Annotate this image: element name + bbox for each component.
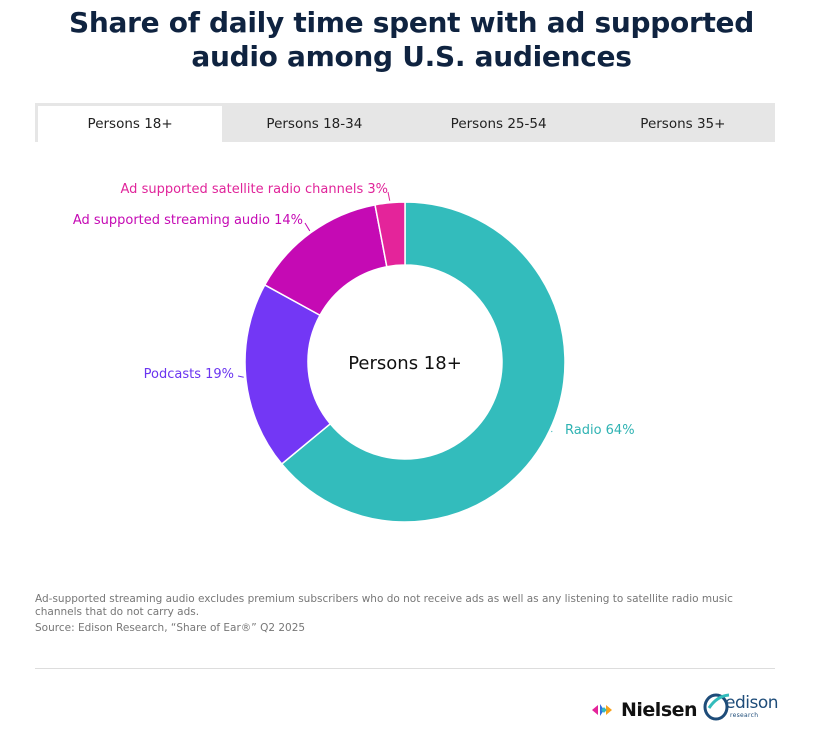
title-line-1: Share of daily time spent with ad suppor… (69, 6, 754, 39)
nielsen-logo: Nielsen (591, 697, 698, 723)
donut-slice-3[interactable] (374, 201, 406, 268)
tab-persons-35-plus[interactable]: Persons 35+ (640, 116, 726, 132)
tab-persons-25-54[interactable]: Persons 25-54 (450, 116, 547, 132)
donut-slice-0[interactable] (280, 201, 566, 523)
leader-line-2 (304, 222, 311, 232)
nielsen-mark-icon (592, 704, 612, 716)
edison-logo-subtext: research (730, 712, 759, 719)
edison-research-logo: edison research (703, 690, 779, 724)
slice-label-3: Ad supported satellite radio channels 3% (121, 182, 388, 197)
leader-line-3 (387, 191, 391, 201)
tab-persons-18-34[interactable]: Persons 18-34 (266, 116, 363, 132)
footer-divider (35, 668, 775, 669)
slice-label-1: Podcasts 19% (144, 367, 234, 382)
tab-persons-18-plus[interactable]: Persons 18+ (38, 106, 223, 142)
slice-label-2: Ad supported streaming audio 14% (73, 213, 303, 228)
chart-title: Share of daily time spent with ad suppor… (0, 6, 823, 74)
title-line-2: audio among U.S. audiences (191, 40, 632, 73)
edison-mark-icon (703, 693, 730, 721)
slice-label-0: Radio 64% (565, 423, 635, 438)
donut-chart: Radio 64% Podcasts 19% Ad supported stream… (0, 150, 823, 570)
source-note: Source: Edison Research, “Share of Ear®”… (35, 622, 306, 634)
footnote: Ad-supported streaming audio excludes pr… (35, 593, 733, 618)
nielsen-logo-text: Nielsen (621, 699, 698, 721)
edison-logo-text: edison (725, 693, 779, 713)
leader-line-1 (237, 375, 244, 378)
donut-center-label: Persons 18+ (348, 353, 462, 374)
donut-svg: Radio 64% Podcasts 19% Ad supported stream… (73, 182, 635, 523)
audience-tabs: Persons 18+ Persons 18-34 Persons 25-54 … (35, 103, 775, 142)
